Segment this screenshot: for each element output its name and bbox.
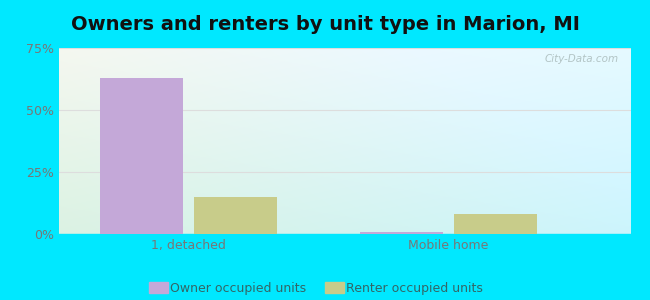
Bar xyxy=(194,197,277,234)
Text: Owners and renters by unit type in Marion, MI: Owners and renters by unit type in Mario… xyxy=(71,15,579,34)
Legend: Owner occupied units, Renter occupied units: Owner occupied units, Renter occupied un… xyxy=(144,278,488,300)
Bar xyxy=(360,232,443,234)
Bar xyxy=(100,78,183,234)
Text: City-Data.com: City-Data.com xyxy=(545,54,619,64)
Bar xyxy=(454,214,537,234)
